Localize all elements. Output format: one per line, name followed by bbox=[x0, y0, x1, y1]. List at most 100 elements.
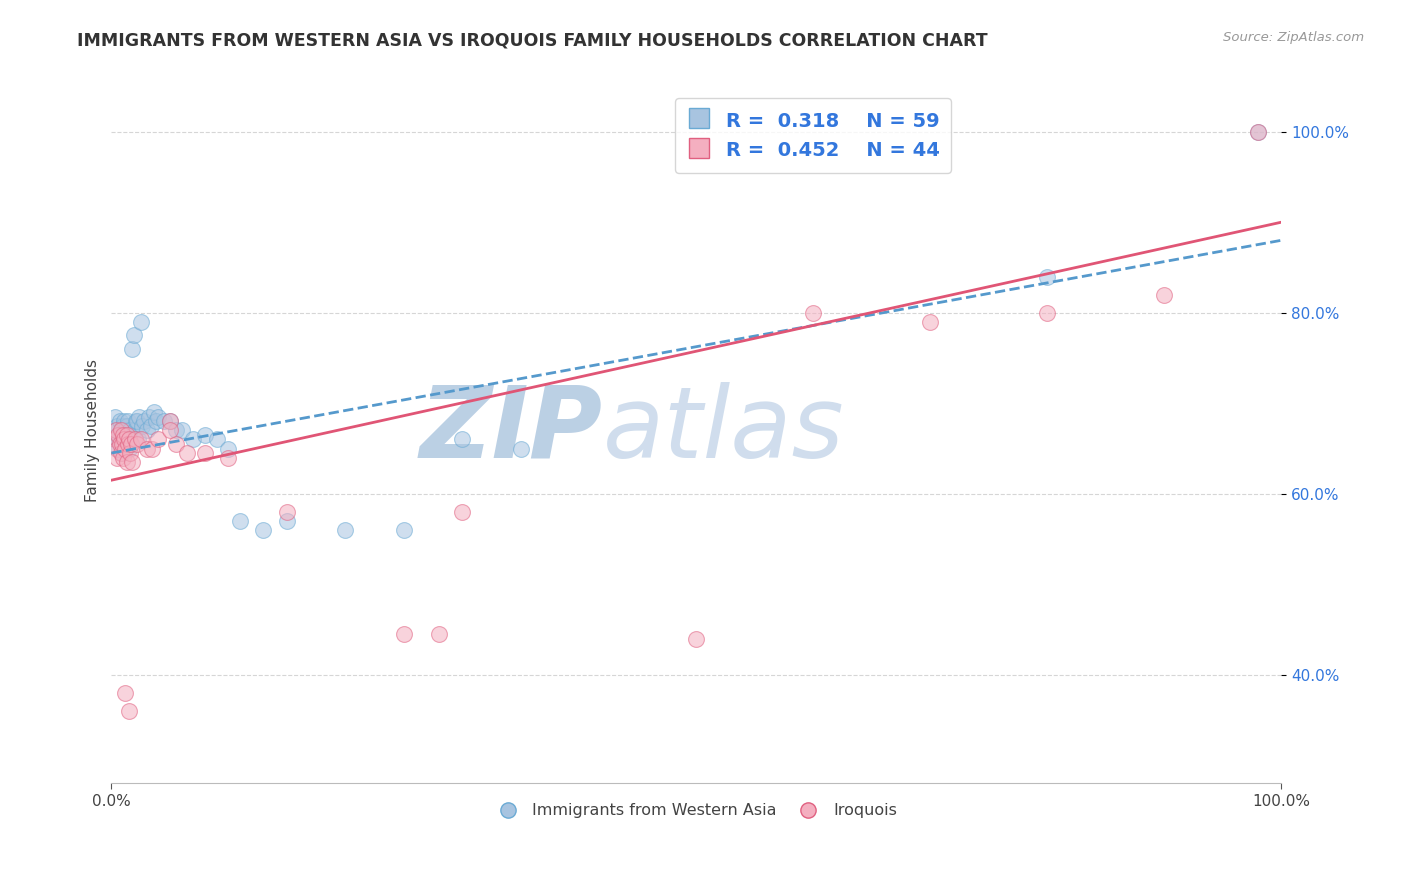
Point bbox=[1247, 125, 1270, 139]
Point bbox=[110, 437, 132, 451]
Point bbox=[165, 437, 187, 451]
Point bbox=[120, 437, 142, 451]
Point bbox=[148, 409, 170, 424]
Point bbox=[105, 418, 128, 433]
Point bbox=[105, 442, 128, 456]
Point bbox=[114, 686, 136, 700]
Point bbox=[110, 446, 132, 460]
Point bbox=[920, 315, 942, 329]
Point bbox=[128, 409, 150, 424]
Point bbox=[1036, 269, 1059, 284]
Point bbox=[118, 704, 141, 718]
Point bbox=[117, 437, 139, 451]
Y-axis label: Family Households: Family Households bbox=[86, 359, 100, 502]
Point bbox=[194, 428, 217, 442]
Point bbox=[127, 437, 149, 451]
Point bbox=[115, 455, 138, 469]
Point bbox=[141, 418, 163, 433]
Point bbox=[451, 433, 474, 447]
Point bbox=[120, 446, 142, 460]
Point bbox=[124, 424, 146, 438]
Point bbox=[170, 424, 193, 438]
Point bbox=[117, 414, 139, 428]
Point bbox=[134, 414, 156, 428]
Point bbox=[112, 428, 135, 442]
Point bbox=[127, 433, 149, 447]
Point bbox=[451, 505, 474, 519]
Point bbox=[114, 442, 136, 456]
Point bbox=[509, 442, 531, 456]
Point bbox=[229, 514, 252, 528]
Point bbox=[159, 424, 181, 438]
Point bbox=[111, 437, 134, 451]
Point bbox=[121, 455, 143, 469]
Point bbox=[105, 424, 128, 438]
Point bbox=[118, 433, 141, 447]
Point bbox=[110, 424, 132, 438]
Point bbox=[118, 442, 141, 456]
Point bbox=[165, 424, 187, 438]
Point bbox=[427, 627, 450, 641]
Text: ZIP: ZIP bbox=[419, 382, 603, 479]
Point bbox=[392, 627, 415, 641]
Point bbox=[205, 433, 228, 447]
Point bbox=[112, 437, 135, 451]
Point bbox=[114, 442, 136, 456]
Point bbox=[112, 414, 135, 428]
Point bbox=[120, 437, 142, 451]
Point bbox=[194, 446, 217, 460]
Point bbox=[112, 433, 135, 447]
Point bbox=[1153, 287, 1175, 301]
Point bbox=[392, 523, 415, 537]
Point bbox=[145, 414, 167, 428]
Legend: Immigrants from Western Asia, Iroquois: Immigrants from Western Asia, Iroquois bbox=[489, 797, 903, 825]
Point bbox=[252, 523, 274, 537]
Point bbox=[111, 428, 134, 442]
Point bbox=[112, 418, 135, 433]
Point bbox=[148, 433, 170, 447]
Point bbox=[129, 315, 152, 329]
Point bbox=[217, 442, 239, 456]
Point bbox=[159, 414, 181, 428]
Point bbox=[115, 428, 138, 442]
Point bbox=[108, 414, 131, 428]
Point bbox=[131, 418, 153, 433]
Point bbox=[115, 418, 138, 433]
Point bbox=[107, 428, 129, 442]
Point bbox=[105, 433, 128, 447]
Point bbox=[801, 306, 824, 320]
Point bbox=[142, 405, 165, 419]
Point bbox=[125, 414, 148, 428]
Point bbox=[153, 414, 176, 428]
Point bbox=[335, 523, 357, 537]
Point bbox=[276, 514, 298, 528]
Text: IMMIGRANTS FROM WESTERN ASIA VS IROQUOIS FAMILY HOUSEHOLDS CORRELATION CHART: IMMIGRANTS FROM WESTERN ASIA VS IROQUOIS… bbox=[77, 31, 988, 49]
Point bbox=[105, 433, 128, 447]
Point bbox=[108, 433, 131, 447]
Point bbox=[120, 424, 142, 438]
Point bbox=[112, 433, 135, 447]
Point bbox=[127, 414, 149, 428]
Point bbox=[110, 424, 132, 438]
Point bbox=[104, 409, 127, 424]
Point bbox=[124, 433, 146, 447]
Point bbox=[135, 442, 157, 456]
Point bbox=[141, 442, 163, 456]
Point bbox=[108, 437, 131, 451]
Point bbox=[129, 433, 152, 447]
Point bbox=[685, 632, 707, 646]
Point bbox=[176, 446, 198, 460]
Point bbox=[1036, 306, 1059, 320]
Point bbox=[104, 433, 127, 447]
Point bbox=[276, 505, 298, 519]
Point bbox=[135, 424, 157, 438]
Point bbox=[118, 428, 141, 442]
Text: Source: ZipAtlas.com: Source: ZipAtlas.com bbox=[1223, 31, 1364, 45]
Point bbox=[105, 450, 128, 465]
Point bbox=[107, 442, 129, 456]
Point bbox=[107, 428, 129, 442]
Point bbox=[115, 437, 138, 451]
Point bbox=[121, 342, 143, 356]
Point bbox=[112, 450, 135, 465]
Point bbox=[122, 328, 145, 343]
